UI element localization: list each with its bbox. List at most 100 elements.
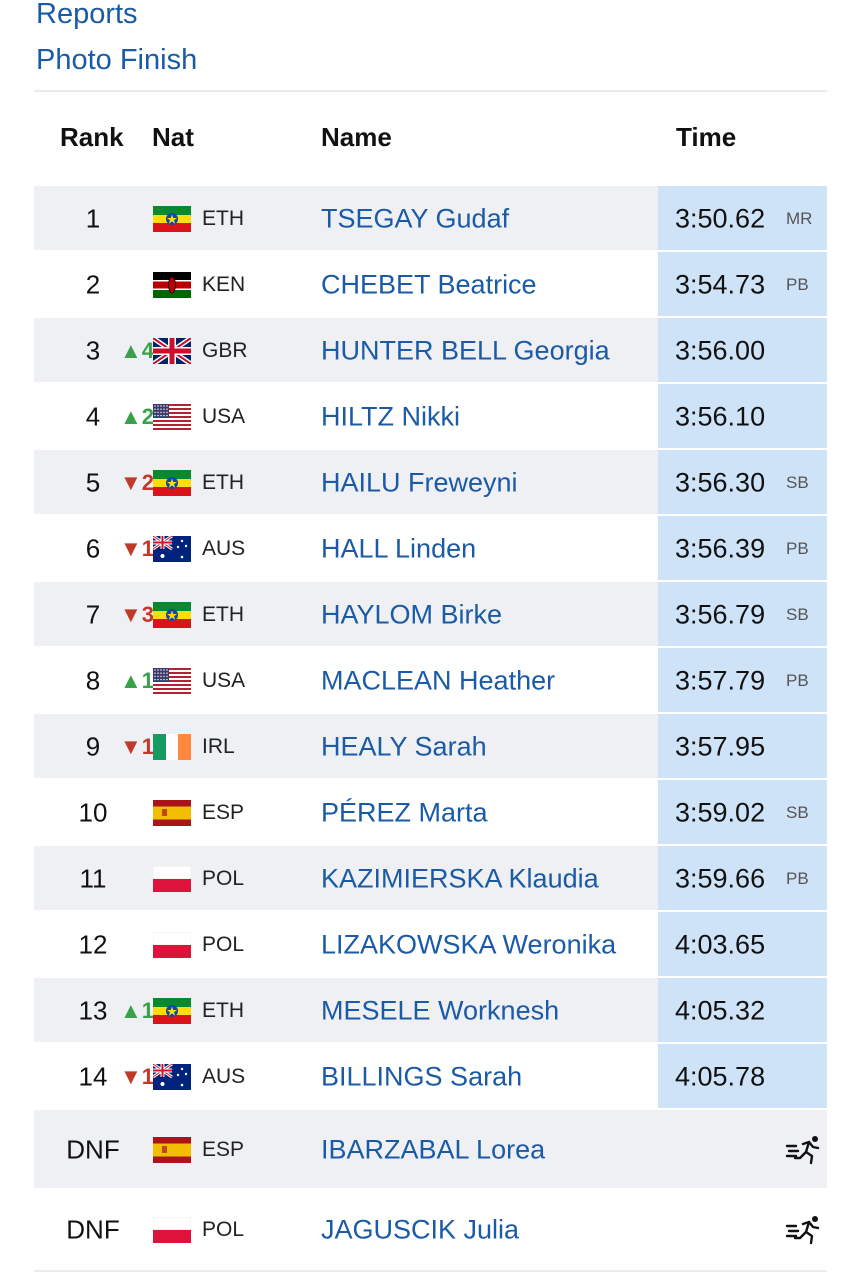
col-name-header: Name	[321, 122, 392, 152]
flag-irl-icon	[153, 734, 191, 760]
result-time: 3:56.10	[675, 401, 766, 432]
nationality: ETH	[202, 471, 244, 494]
time-cell: 3:56.10	[658, 384, 827, 450]
nationality: POL	[202, 1218, 245, 1241]
result-time: 3:59.66	[675, 863, 766, 894]
result-row[interactable]: 10 ESP PÉREZ Marta 3:59.02 SB	[34, 780, 827, 846]
result-time: 4:05.78	[675, 1061, 766, 1092]
result-time: 4:05.32	[675, 995, 766, 1026]
time-cell: 3:56.79 SB	[658, 582, 827, 648]
row-separator	[34, 778, 827, 780]
nationality: IRL	[202, 735, 235, 758]
time-cell: 3:56.30 SB	[658, 450, 827, 516]
result-time: 3:50.62	[675, 203, 766, 234]
athlete-name-link[interactable]: IBARZABAL Lorea	[321, 1134, 546, 1165]
runner-icon	[785, 1134, 825, 1166]
result-time: 3:56.39	[675, 533, 766, 564]
rank: DNF	[66, 1214, 120, 1245]
athlete-name-link[interactable]: BILLINGS Sarah	[321, 1061, 523, 1092]
athlete-name-link[interactable]: HILTZ Nikki	[321, 401, 460, 432]
result-time: 3:56.79	[675, 599, 766, 630]
flag-eth-icon	[153, 470, 191, 496]
result-row[interactable]: 11 POL KAZIMIERSKA Klaudia 3:59.66 PB	[34, 846, 827, 912]
record-note: MR	[786, 209, 813, 228]
row-separator	[34, 580, 827, 582]
flag-gbr-icon	[151, 335, 193, 367]
result-row[interactable]: 9 ▼1 IRL HEALY Sarah 3:57.95	[34, 714, 827, 780]
bottom-divider	[34, 1270, 827, 1272]
nationality: POL	[202, 933, 245, 956]
result-row[interactable]: 8 ▲1 USA MACLEAN Heather 3:57.79 PB	[34, 648, 827, 714]
rank: 14	[78, 1061, 108, 1092]
dnf-row[interactable]: DNF ESP IBARZABAL Lorea	[34, 1110, 827, 1190]
flag-aus-icon	[152, 1062, 191, 1090]
rank: 8	[85, 665, 101, 696]
result-row[interactable]: 3 ▲4 GBR HUNTER BELL Georgia 3:56.00	[34, 318, 827, 384]
rank: 10	[78, 797, 108, 828]
record-note: SB	[786, 473, 809, 492]
rank: 3	[85, 335, 101, 366]
flag-eth-icon	[153, 206, 191, 232]
row-separator	[34, 316, 827, 318]
athlete-name-link[interactable]: MACLEAN Heather	[321, 665, 556, 696]
flag-aus-icon	[152, 534, 191, 562]
athlete-name-link[interactable]: PÉREZ Marta	[321, 797, 488, 828]
result-time: 3:59.02	[675, 797, 766, 828]
rank: 11	[79, 863, 107, 894]
nationality: ESP	[202, 1138, 245, 1161]
reports-link[interactable]: Reports	[36, 0, 138, 30]
athlete-name-link[interactable]: TSEGAY Gudaf	[321, 203, 510, 234]
athlete-name-link[interactable]: CHEBET Beatrice	[321, 269, 537, 300]
result-row[interactable]: 1 ETH TSEGAY Gudaf 3:50.62 MR	[34, 186, 827, 252]
nationality: AUS	[202, 1065, 246, 1088]
row-separator	[34, 712, 827, 714]
result-row[interactable]: 6 ▼1 AUS HALL Linden 3:56.39 PB	[34, 516, 827, 582]
flag-pol-icon	[152, 1216, 192, 1243]
nationality: GBR	[202, 339, 248, 362]
rank-up-indicator: ▲1	[120, 998, 155, 1023]
rank: 7	[85, 599, 101, 630]
result-row[interactable]: 2 KEN CHEBET Beatrice 3:54.73 PB	[34, 252, 827, 318]
nationality: ETH	[202, 207, 244, 230]
athlete-name-link[interactable]: MESELE Worknesh	[321, 995, 560, 1026]
row-separator	[34, 1108, 827, 1110]
time-cell: 3:56.39 PB	[658, 516, 827, 582]
result-row[interactable]: 5 ▼2 ETH HAILU Freweyni 3:56.30 SB	[34, 450, 827, 516]
rank: 6	[85, 533, 101, 564]
rank-down-indicator: ▼2	[120, 470, 155, 495]
athlete-name-link[interactable]: HAILU Freweyni	[321, 467, 518, 498]
athlete-name-link[interactable]: KAZIMIERSKA Klaudia	[321, 863, 599, 894]
flag-usa-icon	[153, 668, 191, 694]
row-separator	[34, 1042, 827, 1044]
result-row[interactable]: 4 ▲2 USA HILTZ Nikki 3:56.10	[34, 384, 827, 450]
table-header: Rank Nat Name Time	[34, 120, 827, 160]
col-time-header: Time	[676, 122, 737, 152]
rank-up-indicator: ▲2	[120, 404, 155, 429]
result-row[interactable]: 14 ▼1 AUS BILLINGS Sarah 4:05.78	[34, 1044, 827, 1110]
time-cell: 3:57.79 PB	[658, 648, 827, 714]
athlete-name-link[interactable]: JAGUSCIK Julia	[321, 1214, 520, 1245]
time-cell: 3:59.66 PB	[658, 846, 827, 912]
time-cell: 3:59.02 SB	[658, 780, 827, 846]
row-separator	[34, 1268, 827, 1270]
athlete-name-link[interactable]: LIZAKOWSKA Weronika	[321, 929, 617, 960]
athlete-name-link[interactable]: HALL Linden	[321, 533, 477, 564]
athlete-name-link[interactable]: HUNTER BELL Georgia	[321, 335, 610, 366]
col-rank-header: Rank	[60, 122, 124, 152]
flag-esp-icon	[153, 800, 191, 826]
rank-up-indicator: ▲1	[120, 668, 155, 693]
rank: 12	[78, 929, 108, 960]
athlete-name-link[interactable]: HAYLOM Birke	[321, 599, 503, 630]
photo-finish-link[interactable]: Photo Finish	[36, 44, 198, 76]
results-table: 1 ETH TSEGAY Gudaf 3:50.62 MR 2 KEN CHEBET Beat…	[34, 186, 827, 1270]
rank: 5	[85, 467, 101, 498]
result-row[interactable]: 13 ▲1 ETH MESELE Worknesh 4:05.32	[34, 978, 827, 1044]
rank-down-indicator: ▼3	[120, 602, 155, 627]
dnf-row[interactable]: DNF POL JAGUSCIK Julia	[34, 1190, 827, 1270]
athlete-name-link[interactable]: HEALY Sarah	[321, 731, 487, 762]
result-row[interactable]: 7 ▼3 ETH HAYLOM Birke 3:56.79 SB	[34, 582, 827, 648]
record-note: PB	[786, 539, 809, 558]
flag-usa-icon	[153, 404, 191, 430]
result-row[interactable]: 12 POL LIZAKOWSKA Weronika 4:03.65	[34, 912, 827, 978]
row-separator	[34, 448, 827, 450]
